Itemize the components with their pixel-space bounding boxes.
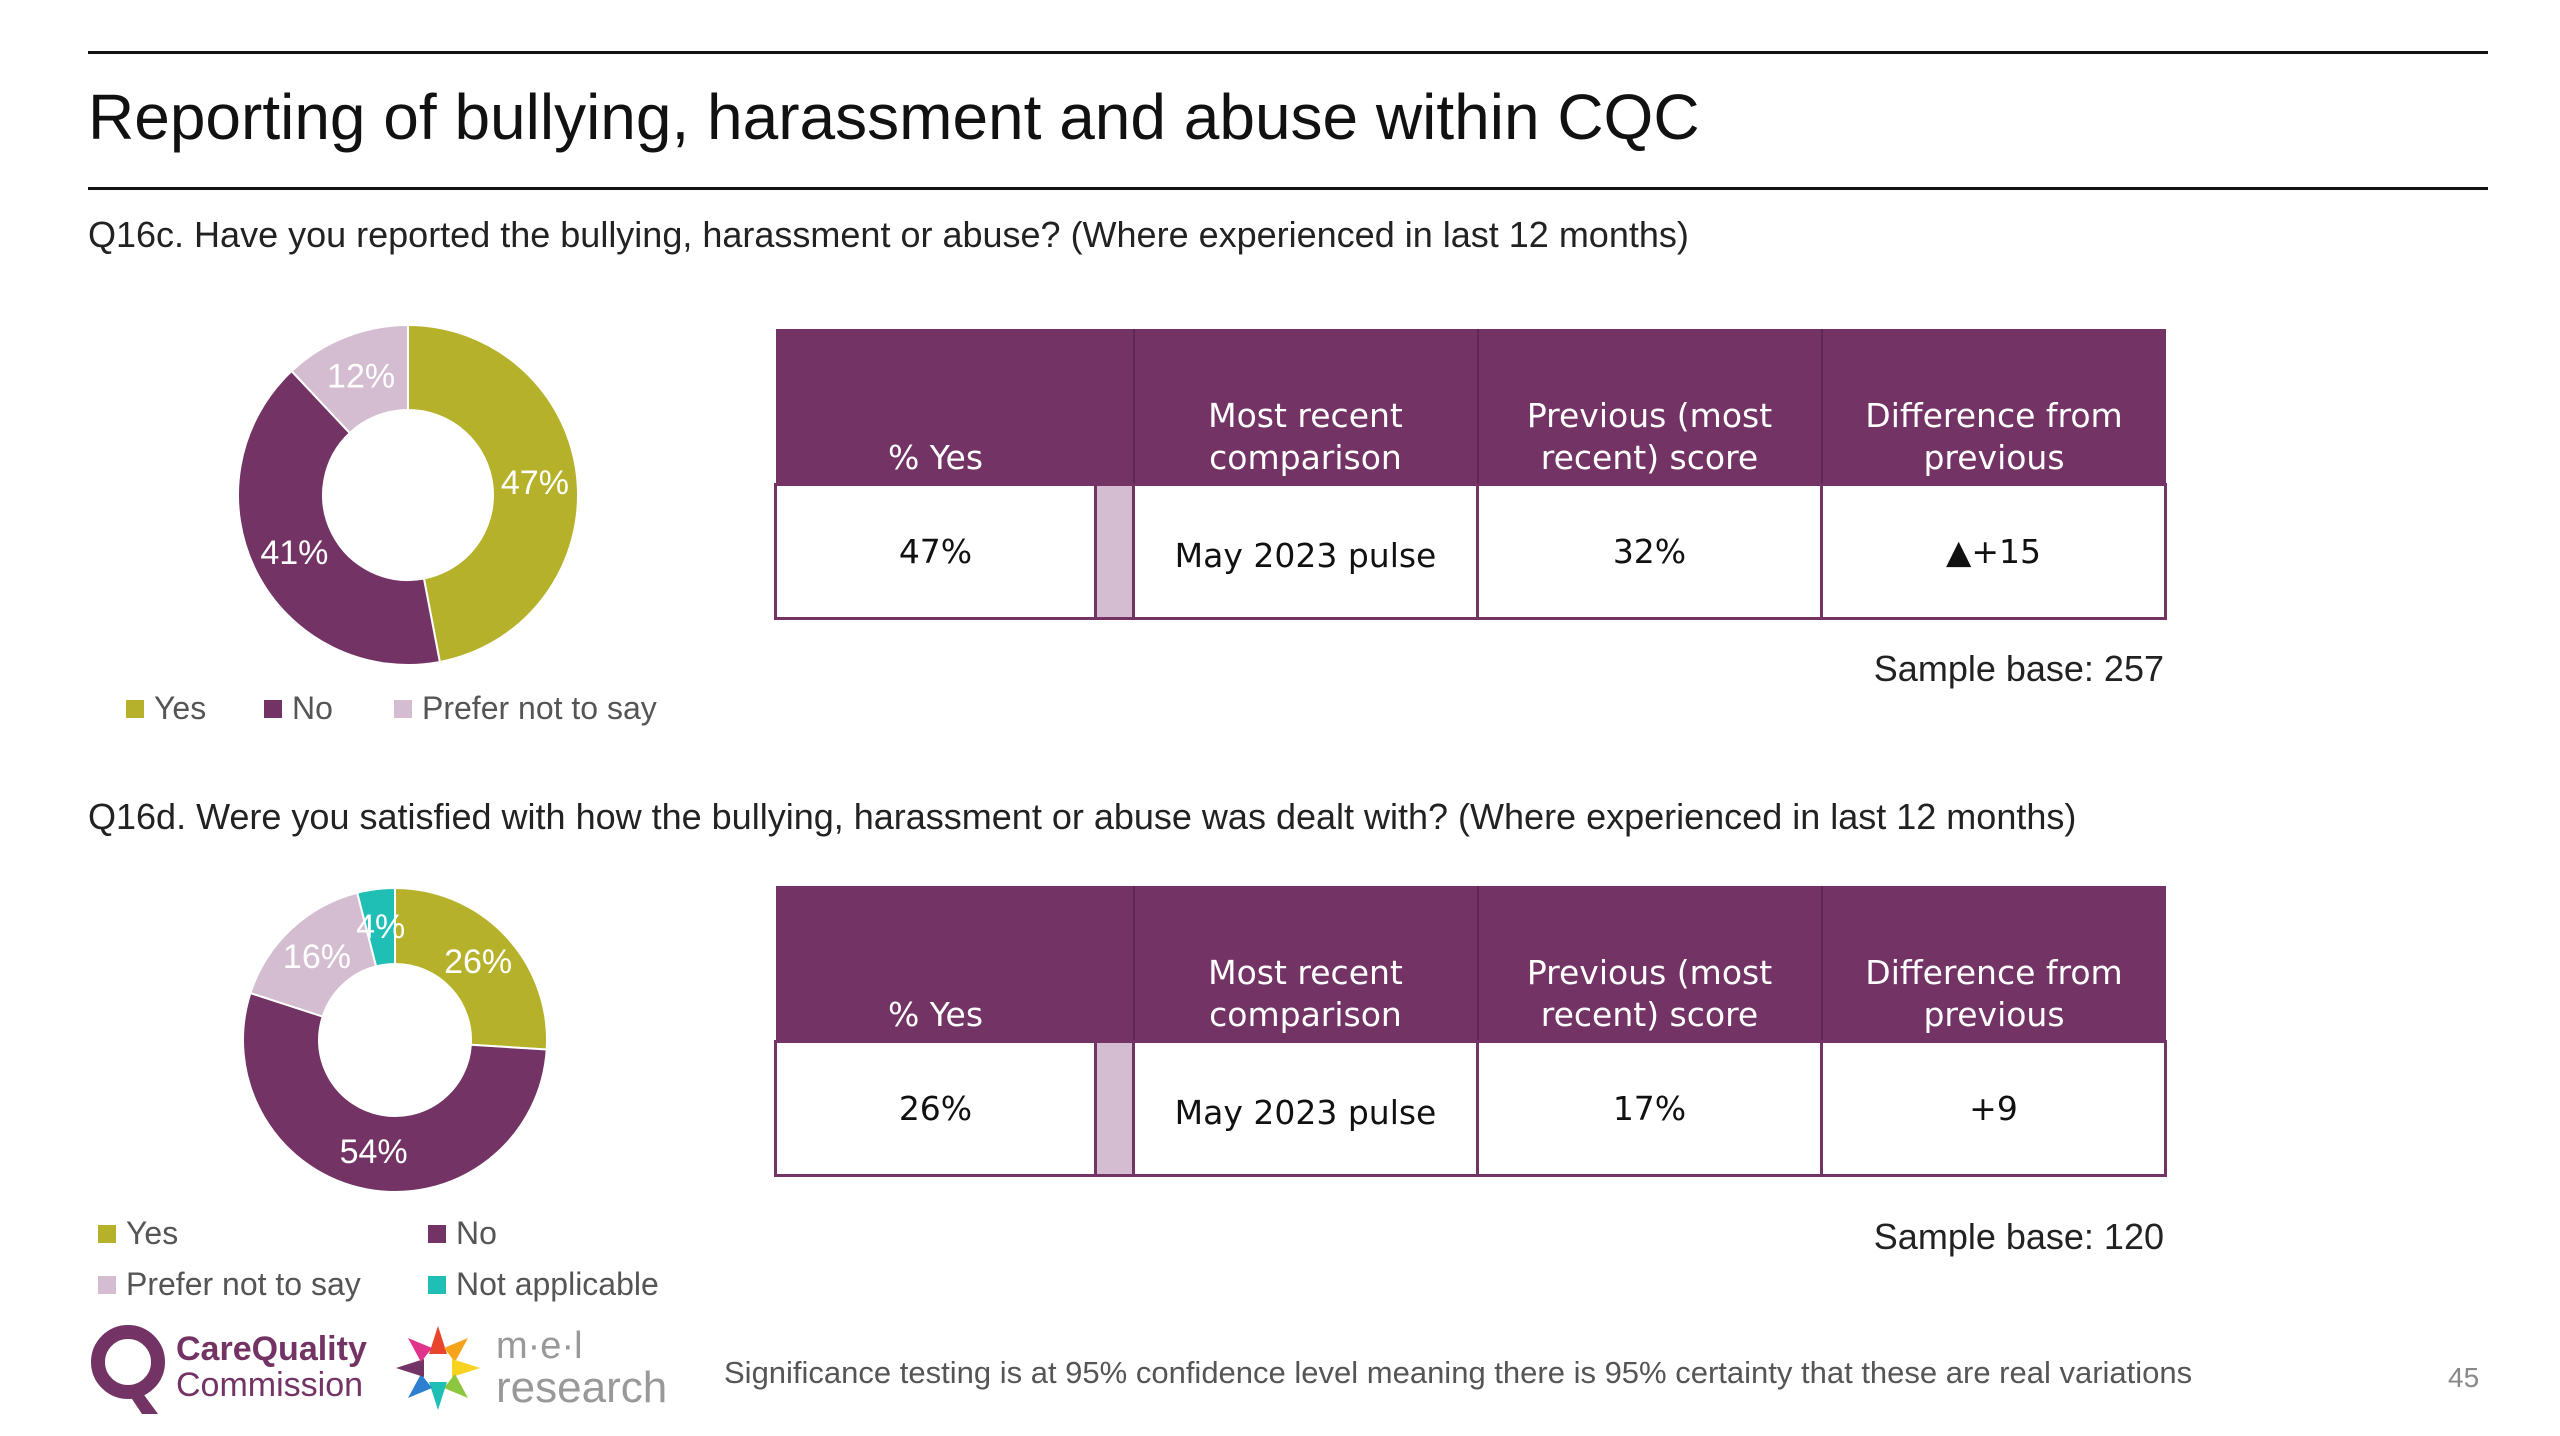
legend-swatch-no [264,699,282,718]
stats-header-row: % Yes Most recent comparison Previous (m… [775,886,2166,1042]
legend-item-no: No [428,1215,497,1252]
mel-logo-text-line2: research [496,1363,667,1412]
mel-logo-text-line1: m·e·l [496,1325,583,1367]
cqc-logo-text-line1: CareQuality [176,1330,367,1368]
header-comparison: Most recent comparison [1132,329,1478,485]
legend-swatch-yes [126,699,144,718]
donut-label-no: 41% [260,534,328,572]
donut-label-yes: 26% [444,943,512,981]
top-rule [88,51,2488,54]
legend-item-yes: Yes [98,1215,178,1252]
donut-label-prefer-not-to-say: 16% [283,938,351,976]
legend-item-no: No [264,690,333,727]
cell-previous-score: 17% [1476,1040,1823,1177]
legend-item-prefer-not: Prefer not to say [394,690,657,727]
donut-chart-q16c: 47% 41% 12% [237,323,580,666]
legend-swatch-yes [98,1224,116,1243]
cell-difference: ▲+15 [1820,483,2167,620]
sample-base-q16c: Sample base: 257 [1873,648,2164,689]
donut-slice-prefer-not-to-say [290,323,409,435]
header-pct-yes: % Yes [775,329,1096,485]
title-underline [88,187,2488,190]
header-previous-score: Previous (most recent) score [1476,886,1822,1042]
significance-footnote: Significance testing is at 95% confidenc… [724,1355,2193,1390]
cell-comparison: May 2023 pulse [1132,483,1479,620]
cell-difference: +9 [1820,1040,2167,1177]
legend-label-not-applicable: Not applicable [456,1266,659,1302]
cqc-logo-mark: CareQuality Commission [91,1325,367,1414]
legend-swatch-prefer-not [98,1275,116,1294]
donut-slice-yes [407,323,580,664]
donut-label-prefer-not-to-say: 12% [327,357,395,395]
mel-star-icon [396,1326,480,1410]
header-difference: Difference from previous [1820,886,2166,1042]
cqc-logo: CareQuality Commission [88,1318,388,1423]
donut-label-no: 54% [340,1133,408,1171]
cell-pct-yes: 47% [774,483,1097,620]
legend-label-no: No [292,690,333,726]
legend-swatch-no [428,1224,446,1243]
header-pct-yes: % Yes [775,886,1096,1042]
page-title: Reporting of bullying, harassment and ab… [88,81,1700,153]
mel-research-logo: m·e·l research [396,1318,696,1423]
question-q16d: Q16d. Were you satisfied with how the bu… [88,796,2077,837]
cell-separator [1094,483,1135,620]
header-comparison: Most recent comparison [1132,886,1478,1042]
stats-header-row: % Yes Most recent comparison Previous (m… [775,329,2166,485]
donut-slice-yes [394,886,548,1051]
donut-slice-no [242,991,548,1193]
donut-label-yes: 47% [501,464,569,502]
cell-separator [1094,1040,1135,1177]
legend-swatch-prefer-not [394,699,412,718]
stats-table-q16c: % Yes Most recent comparison Previous (m… [774,329,2167,620]
sample-base-q16d: Sample base: 120 [1873,1216,2164,1257]
donut-chart-q16d: 26% 54% 16%4% [242,886,548,1193]
donut-slice-not-applicable [355,886,396,968]
legend-label-no: No [456,1215,497,1251]
cell-pct-yes: 26% [774,1040,1097,1177]
stats-table-q16d: % Yes Most recent comparison Previous (m… [774,886,2167,1177]
legend-label-prefer-not: Prefer not to say [126,1266,361,1302]
mel-logo-mark: m·e·l research [396,1325,667,1412]
stats-data-row: 47% May 2023 pulse 32% ▲+15 [774,483,2167,620]
donut-slice-no [237,369,442,666]
legend-label-prefer-not: Prefer not to say [422,690,657,726]
legend-q16d: Yes No Prefer not to say Not applicable [98,1215,738,1315]
header-separator [1095,886,1134,1042]
legend-label-yes: Yes [154,690,207,726]
legend-item-prefer-not: Prefer not to say [98,1266,361,1303]
cqc-logo-text-line2: Commission [176,1366,363,1404]
header-previous-score: Previous (most recent) score [1476,329,1822,485]
legend-q16c: Yes No Prefer not to say [126,690,726,740]
stats-data-row: 26% May 2023 pulse 17% +9 [774,1040,2167,1177]
legend-swatch-not-applicable [428,1275,446,1294]
page-number: 45 [2448,1362,2480,1393]
legend-item-yes: Yes [126,690,206,727]
cell-previous-score: 32% [1476,483,1823,620]
legend-item-not-applicable: Not applicable [428,1266,659,1303]
cell-comparison: May 2023 pulse [1132,1040,1479,1177]
question-q16c: Q16c. Have you reported the bullying, ha… [88,214,1689,255]
donut-label-not-applicable: 4% [356,908,405,946]
header-separator [1095,329,1134,485]
header-difference: Difference from previous [1820,329,2166,485]
legend-label-yes: Yes [126,1215,179,1251]
